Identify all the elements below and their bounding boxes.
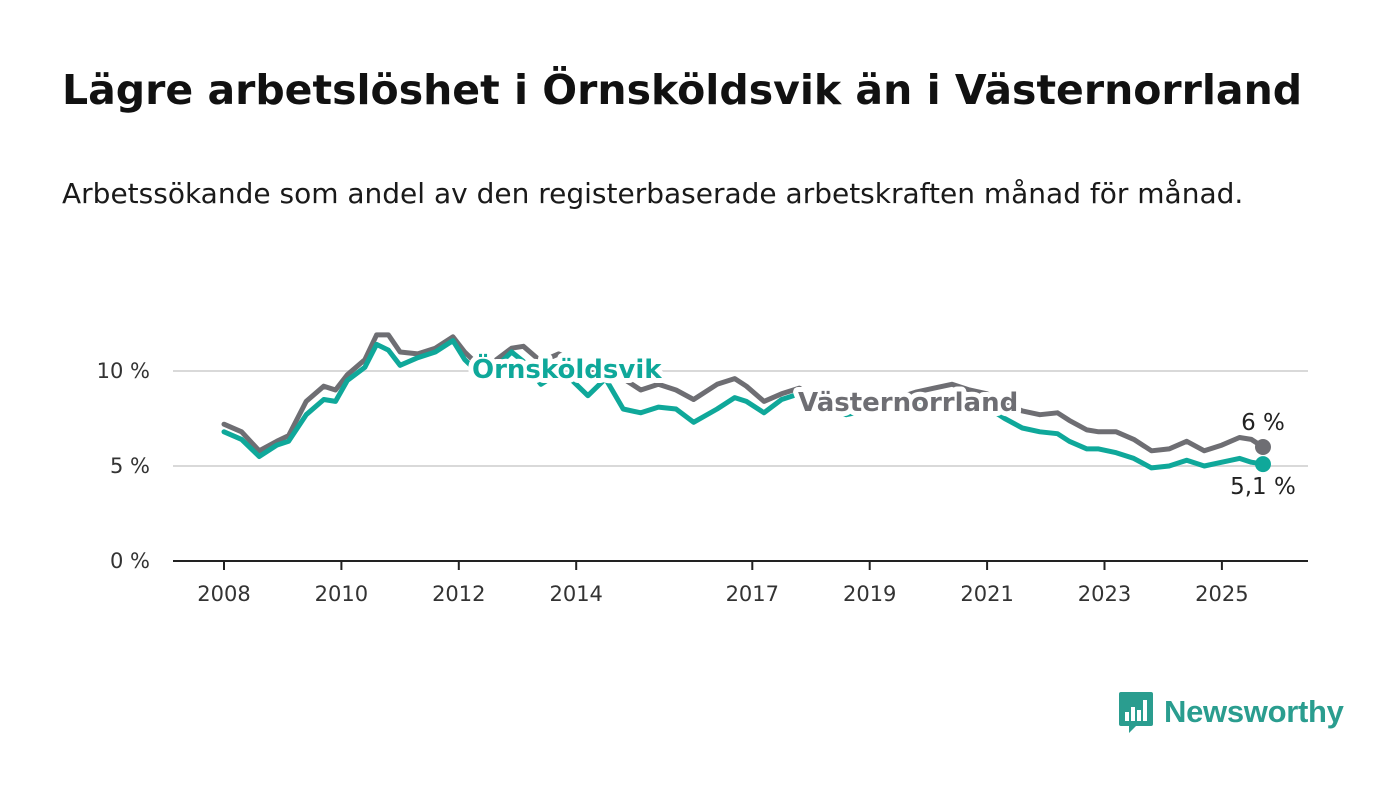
x-tick-label: 2017 — [726, 582, 779, 606]
y-tick-label: 10 % — [97, 359, 150, 383]
x-tick-label: 2023 — [1078, 582, 1131, 606]
brand-name: Newsworthy — [1164, 694, 1344, 729]
series-label-halo: Västernorrland — [798, 388, 1018, 418]
x-axis-ticks: 2008 2010 2012 2014 2017 2019 2021 2023 2025 — [197, 561, 1249, 606]
y-tick-label: 0 % — [110, 549, 150, 573]
series-end-point — [1254, 439, 1271, 455]
x-tick-label: 2014 — [549, 582, 602, 606]
series-label: Örnsköldsvik — [472, 352, 662, 385]
x-tick-label: 2019 — [843, 582, 896, 606]
series-label: Västernorrland — [798, 388, 1018, 418]
y-tick-label: 5 % — [110, 454, 150, 478]
series-end-label: 6 % — [1241, 410, 1285, 436]
series-line-1 — [221, 338, 1266, 471]
series-end-label: 5,1 % — [1230, 474, 1296, 500]
series-line-0 — [221, 332, 1266, 454]
series-end-point — [1254, 456, 1271, 473]
newsworthy-logo: Newsworthy — [1118, 690, 1344, 734]
series-lines — [221, 332, 1271, 473]
bar-chart-speech-bubble-icon — [1119, 692, 1153, 733]
series-label-halo: Örnsköldsvik — [472, 352, 662, 385]
x-tick-label: 2021 — [960, 582, 1013, 606]
x-tick-label: 2008 — [197, 582, 250, 606]
x-tick-label: 2012 — [432, 582, 485, 606]
page-title: Lägre arbetslöshet i Örnsköldsvik än i V… — [62, 66, 1303, 114]
x-tick-label: 2010 — [315, 582, 368, 606]
y-axis-ticks: 0 % 5 % 10 % — [97, 359, 150, 573]
page-subtitle: Arbetssökande som andel av den registerb… — [62, 177, 1244, 210]
x-tick-label: 2025 — [1195, 582, 1248, 606]
